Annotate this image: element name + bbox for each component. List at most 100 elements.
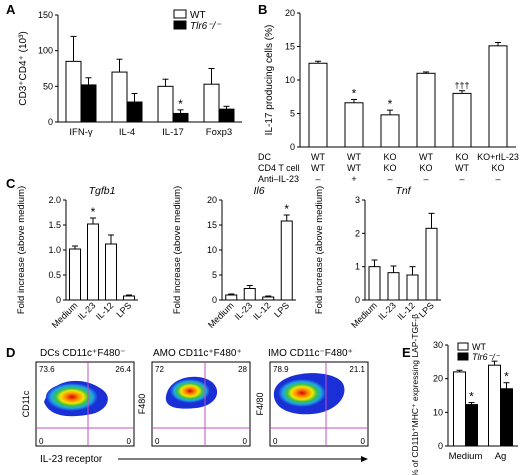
panel-a-ytick-label: 150 — [38, 10, 53, 20]
panel-a-category-label: IFN-γ — [69, 127, 92, 138]
panel-a-bar — [157, 85, 174, 123]
flow-plot-2-density — [170, 379, 210, 403]
panel-c1-ytick-label: 2.0 — [48, 195, 61, 205]
panel-b-bar — [452, 92, 472, 148]
panel-e-bar — [453, 371, 466, 447]
flow-plot-1-title: DCs CD11c⁺F480⁻ — [40, 348, 125, 359]
panel-a-bar — [126, 101, 143, 123]
panel-e-ytick-label: 10 — [433, 407, 443, 417]
panel-b-table-cell: WT — [455, 163, 469, 173]
panel-b-ytick-label: 20 — [285, 8, 295, 18]
panel-c1-ytick-label: 1.5 — [48, 220, 61, 230]
panel-b-table-cell: WT — [311, 163, 325, 173]
panel-label-b: B — [258, 2, 267, 17]
panel-b-significance-marker: * — [352, 86, 357, 100]
panel-e-significance-star: * — [504, 370, 509, 384]
flow-xlabel: IL-23 receptor — [40, 454, 103, 465]
panel-c2-category-label: IL-12 — [251, 300, 273, 322]
panel-c1-ylabel: Fold increase (above medium) — [16, 186, 27, 314]
flow-plot-2-q-bottom-right: 0 — [243, 437, 248, 446]
panel-b-bar — [344, 102, 364, 148]
panel-b-table-cell: KO — [383, 152, 396, 162]
flow-plot-3-title: IMO CD11c⁻F480⁺ — [268, 348, 353, 359]
table-row-label-anti-il23: Anti–IL-23 — [258, 174, 299, 184]
flow-plot-1-q-top-right: 26.4 — [115, 365, 131, 374]
table-row-label-cd4: CD4 T cell — [258, 163, 300, 173]
panel-label-e: E — [402, 345, 411, 360]
panel-a-legend-label: WT — [190, 10, 206, 21]
panel-e-legend-swatch — [457, 342, 469, 351]
panel-b-table-cell: – — [315, 174, 320, 184]
panel-b-ytick-label: 10 — [285, 75, 295, 85]
panel-a-bar — [203, 83, 220, 123]
panel-a-category-label: IL-4 — [119, 127, 135, 138]
panel-a-category-label: IL-17 — [162, 127, 184, 138]
panel-a-bar — [218, 108, 235, 123]
panel-b-bar — [308, 62, 328, 148]
flow-plot-1-q-top-left: 73.6 — [39, 365, 55, 374]
panel-c3-ytick-label: 3 — [355, 195, 360, 205]
panel-a-legend-swatch — [173, 9, 187, 19]
panel-b-ylabel: IL-17 producing cells (%) — [264, 25, 275, 136]
panel-c2-significance-star: * — [284, 202, 289, 216]
flow-plot-3-ylabel: F4/80 — [255, 392, 265, 415]
panel-e-bar — [500, 388, 513, 447]
panel-c3-ylabel: Fold increase (above medium) — [314, 186, 325, 314]
panel-a-ytick-label: 0 — [48, 117, 53, 127]
flow-plot-2-ylabel: F480 — [137, 394, 147, 415]
flow-plot-2-title: AMO CD11c⁺F480⁺ — [153, 348, 242, 359]
flow-xaxis-arrowhead — [361, 456, 368, 462]
panel-b-table-cell: KO+rIL-23 — [477, 152, 519, 162]
panel-label-d: D — [6, 345, 15, 360]
flow-plot-1-q-bottom-right: 0 — [127, 437, 132, 446]
panel-b-condition-table: DC CD4 T cell Anti–IL-23 — [258, 152, 300, 184]
panel-b-bar — [416, 72, 436, 148]
panel-c2-category-label: LPS — [272, 300, 291, 319]
panel-b-ytick-label: 5 — [290, 109, 295, 119]
flow-plot-3-q-top-left: 78.9 — [273, 365, 289, 374]
panel-c1-bar — [123, 295, 135, 301]
panel-e-ylabel: % of CD11b⁺MHC⁺ expressing LAP-TGF-β — [410, 314, 420, 475]
panel-c2-ytick-label: 10 — [207, 245, 217, 255]
panel-b-table-cell: – — [423, 174, 428, 184]
panel-c2-ytick-label: 15 — [207, 220, 217, 230]
flow-plot-3-q-top-right: 21.1 — [349, 365, 365, 374]
panel-e-ytick-label: 30 — [433, 340, 443, 350]
panel-a-bar — [172, 112, 189, 123]
table-row-label-dc: DC — [258, 152, 271, 162]
panel-b-table-cell: KO — [383, 163, 396, 173]
panel-c2-category-label: Medium — [206, 300, 236, 330]
flow-plot-3-density — [278, 379, 326, 407]
panel-c2-category-label: IL-23 — [233, 300, 255, 322]
panel-c2-ytick-label: 0 — [212, 295, 217, 305]
panel-label-a: A — [6, 2, 16, 17]
panel-b-ytick-label: 0 — [290, 142, 295, 152]
panel-c2-bar — [225, 294, 238, 301]
panel-e-category-label: Medium — [449, 451, 483, 462]
panel-c3-title: Tnf — [395, 185, 411, 197]
panel-a-legend-swatch — [173, 20, 187, 30]
panel-c3-ytick-label: 2 — [355, 228, 360, 238]
panel-b-significance-marker: ††† — [454, 81, 469, 91]
panel-c3-bar — [387, 272, 400, 301]
flow-plot-2-q-top-left: 72 — [155, 365, 164, 374]
panel-b-bar — [488, 45, 508, 148]
panel-c1-bar — [87, 223, 99, 301]
panel-e-significance-star: * — [469, 390, 474, 404]
panel-c1-bar — [69, 248, 81, 301]
panel-c2-title: Il6 — [253, 185, 264, 197]
panel-b-bar — [380, 114, 400, 148]
flow-cytometry-panel: DCs CD11c⁺F480⁻ 73.6 26.4 0 0 CD11c AMO … — [21, 348, 369, 465]
panel-b-table-cell: KO — [455, 152, 468, 162]
flow-plot-2-q-bottom-left: 0 — [155, 437, 160, 446]
panel-e-bar — [465, 404, 478, 447]
panel-c3-category-label: Medium — [349, 300, 379, 330]
panel-e-ytick-label: 0 — [438, 441, 443, 451]
panel-c2-bar — [243, 288, 256, 301]
panel-b-table-cell: – — [459, 174, 464, 184]
panel-c3-bar — [406, 274, 419, 301]
panel-label-c: C — [6, 176, 16, 191]
flow-plot-3-q-bottom-right: 0 — [361, 437, 366, 446]
panel-c1-ytick-label: 0.5 — [48, 270, 61, 280]
